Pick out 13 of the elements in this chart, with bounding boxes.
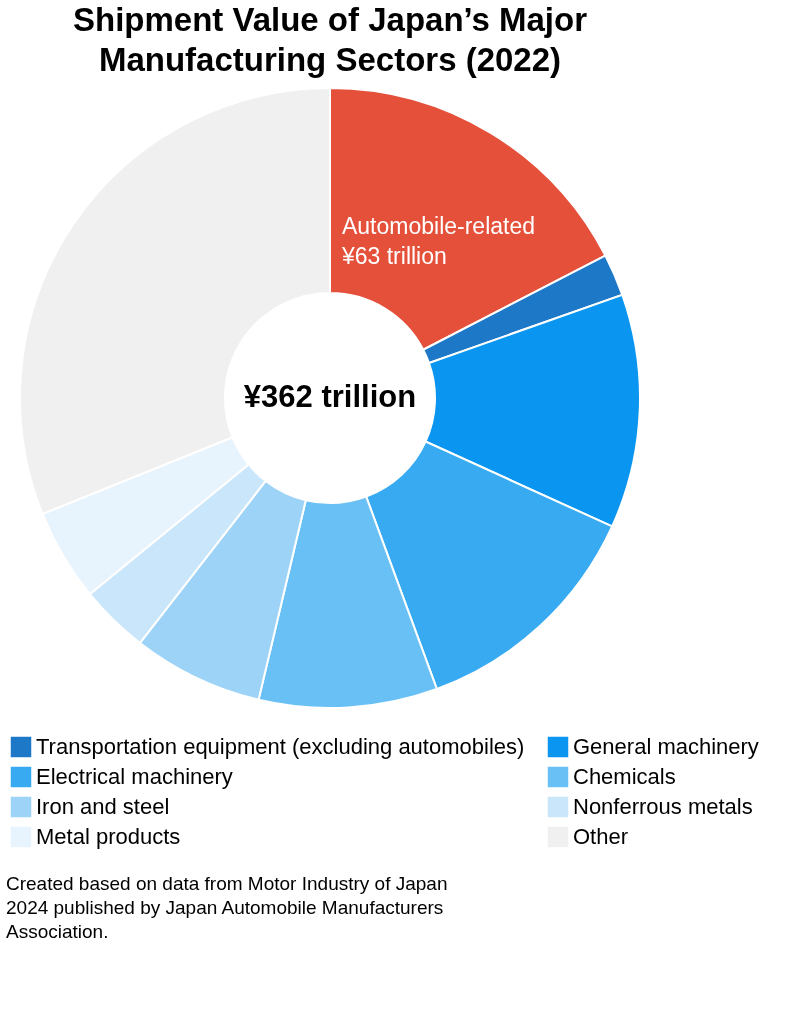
text: Created based on data from Motor Industry of Japan 2024 published by Japan Automobile Manufacturers Association. xyxy=(6,872,449,944)
chart-title: Shipment Value of Japan’s Major Manufacturing Sectors (2022) xyxy=(72,1,588,78)
legend-label: Iron and steel xyxy=(36,794,170,819)
legend-label: Other xyxy=(573,824,629,849)
text: ¥362 trillion xyxy=(243,379,417,414)
legend-label: General machinery xyxy=(573,734,759,759)
legend-label: Electrical machinery xyxy=(36,764,233,789)
legend-label: Nonferrous metals xyxy=(573,794,753,819)
legend-label: Transportation equipment (excluding automobiles) xyxy=(36,734,525,759)
legend-label: Metal products xyxy=(36,824,181,849)
text: ¥63 trillion xyxy=(341,243,447,270)
legend-label: Chemicals xyxy=(573,764,676,789)
slice-label: Automobile-related xyxy=(341,213,536,240)
